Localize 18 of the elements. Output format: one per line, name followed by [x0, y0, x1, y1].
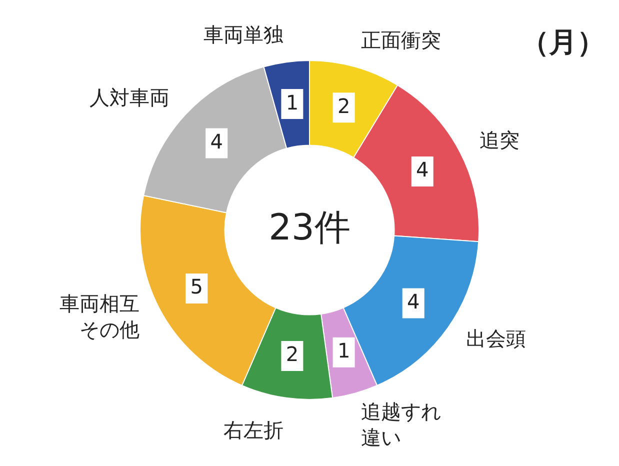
data-label: 1 [337, 338, 350, 363]
data-label: 5 [190, 274, 203, 299]
slice-label: 人対車両 [90, 85, 170, 110]
slice-label: 右左折 [223, 418, 284, 442]
slice-label: 追越すれ違い [361, 400, 442, 450]
data-label: 1 [286, 90, 299, 114]
slice-label: 正面衝突 [361, 28, 442, 52]
data-label: 2 [286, 342, 299, 366]
slice-label: 追突 [480, 128, 520, 152]
data-label: 4 [406, 290, 420, 314]
chart-title: （月） [521, 25, 605, 58]
slice-label: 出会頭 [466, 326, 526, 351]
data-label: 2 [337, 94, 350, 118]
text: 23件 [268, 207, 350, 248]
slice-label: 車両単独 [203, 22, 284, 46]
data-label: 4 [416, 158, 429, 182]
data-label: 4 [210, 129, 223, 154]
slice-label: 車両相互その他 [59, 291, 140, 342]
